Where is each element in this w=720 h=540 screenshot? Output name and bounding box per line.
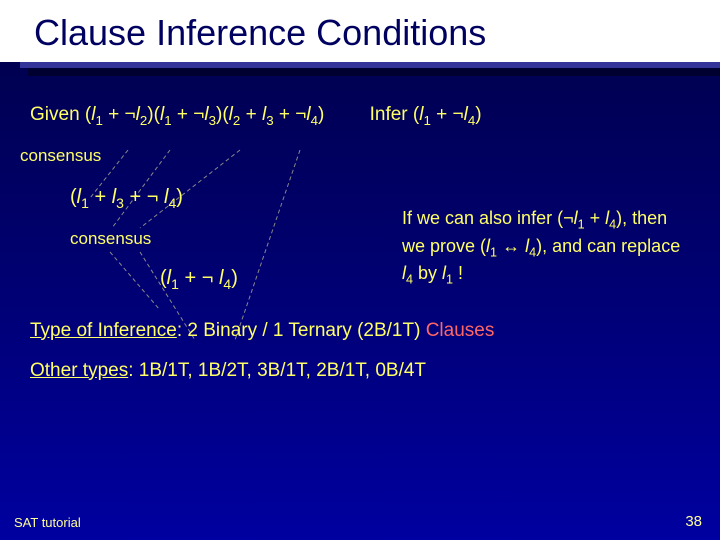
type-of-inference: Type of Inference: 2 Binary / 1 Ternary …: [30, 320, 690, 342]
title-area: Clause Inference Conditions: [0, 0, 720, 62]
inference-note: If we can also infer (¬l1 + l4), then we…: [402, 206, 682, 289]
content-area: Given (l1 + ¬l2)(l1 + ¬l3)(l2 + l3 + ¬l4…: [0, 76, 720, 402]
footer-label: SAT tutorial: [14, 515, 81, 530]
title-shadow: [28, 68, 720, 76]
slide-number: 38: [685, 513, 702, 530]
infer-clause: Infer (l1 + ¬l4): [370, 104, 482, 125]
slide-title: Clause Inference Conditions: [34, 12, 700, 54]
consensus-label-1: consensus: [20, 146, 690, 166]
given-line: Given (l1 + ¬l2)(l1 + ¬l3)(l2 + l3 + ¬l4…: [30, 104, 690, 128]
given-clauses: Given (l1 + ¬l2)(l1 + ¬l3)(l2 + l3 + ¬l4…: [30, 104, 330, 125]
other-types: Other types: 1B/1T, 1B/2T, 3B/1T, 2B/1T,…: [30, 360, 690, 382]
